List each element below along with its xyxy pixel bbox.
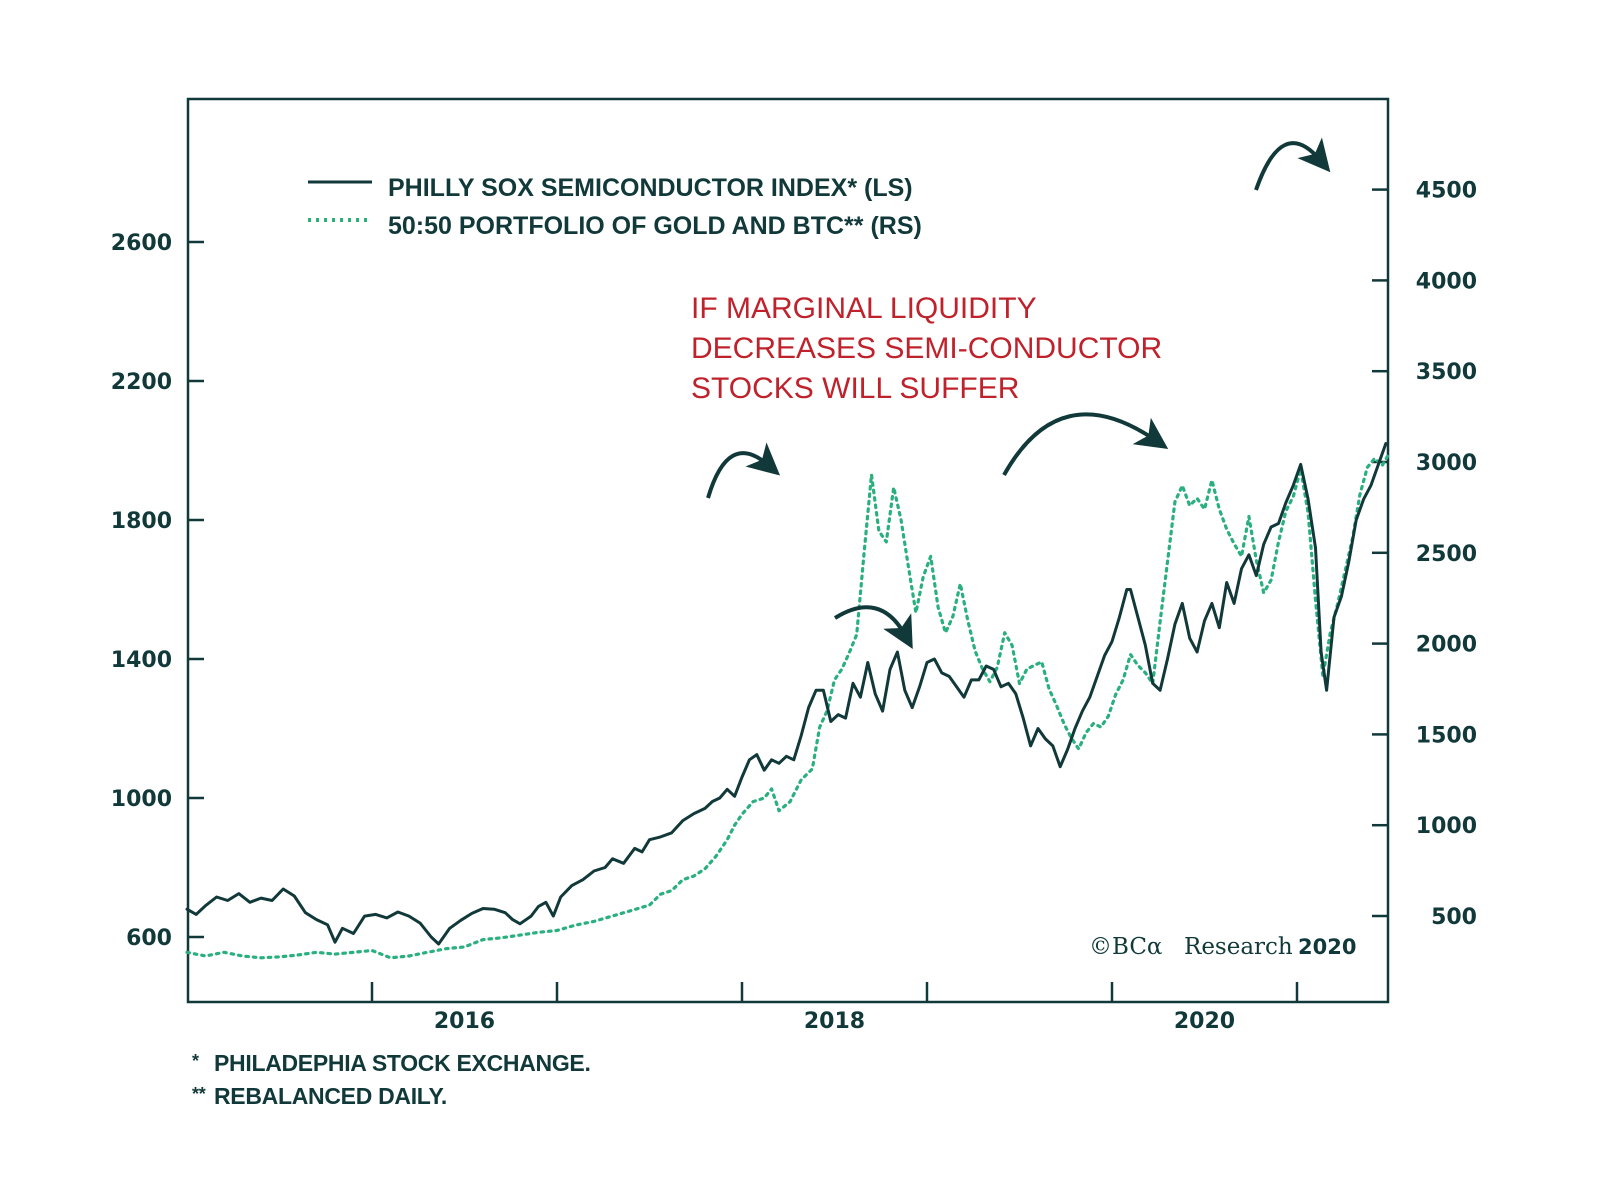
right-axis-tick-label: 3000 [1416,451,1477,476]
right-axis-tick-label: 1000 [1416,814,1477,839]
annotation-line-3: STOCKS WILL SUFFER [691,372,1019,405]
left-axis-tick-label: 1000 [111,787,172,812]
x-axis-tick-label: 2018 [804,1009,865,1034]
annotation-line-2: DECREASES SEMI-CONDUCTOR [691,332,1162,365]
arrow-icon-2021-peak [1254,137,1331,191]
footnote-mark: * [192,1051,199,1071]
x-axis-tick-label: 2020 [1174,1009,1235,1034]
left-axis: 600 1000 1400 1800 2200 2600 [111,231,204,951]
left-axis-tick-label: 1800 [111,509,172,534]
right-axis-tick-label: 500 [1431,905,1477,930]
footnote-text: PHILADEPHIA STOCK EXCHANGE. [214,1050,591,1076]
credit-year: 2020 [1298,935,1356,959]
arrow-icon-2019-2020 [1002,412,1169,476]
plot-frame [186,97,1390,1004]
credit-copyright: © [1089,934,1112,960]
right-axis-tick-label: 2000 [1416,633,1477,658]
right-axis-tick-label: 2500 [1416,542,1477,567]
footnote-mark: ** [192,1084,206,1104]
left-axis-tick-label: 1400 [111,648,172,673]
credit-word: Research [1184,934,1293,960]
credit-brand: BCα [1112,934,1162,960]
right-axis-tick-label: 1500 [1416,723,1477,748]
series-line-sox [185,442,1388,946]
annotation: IF MARGINAL LIQUIDITY DECREASES SEMI-CON… [691,292,1162,405]
legend-label-sox: PHILLY SOX SEMICONDUCTOR INDEX* (LS) [388,174,913,202]
annotation-line-1: IF MARGINAL LIQUIDITY [691,292,1037,325]
footnote-2: ** REBALANCED DAILY. [192,1083,447,1110]
right-axis-tick-label: 4500 [1416,179,1477,204]
left-axis-tick-label: 600 [126,926,172,951]
series-line-gold-btc [185,451,1392,960]
left-axis-tick-label: 2600 [111,231,172,256]
legend-label-gold-btc: 50:50 PORTFOLIO OF GOLD AND BTC** (RS) [388,212,922,240]
series-layer [185,442,1392,960]
right-axis-tick-label: 4000 [1416,269,1477,294]
source-credit: © BCα Research 2020 [1089,934,1356,960]
right-axis: 500 1000 1500 2000 2500 3000 3500 4000 4500 [1372,179,1477,930]
x-axis-tick-label: 2016 [434,1009,495,1034]
legend: PHILLY SOX SEMICONDUCTOR INDEX* (LS) 50:… [308,174,922,240]
footnote-text: REBALANCED DAILY. [214,1083,448,1109]
arrow-icon-2018-late [833,605,913,649]
right-axis-tick-label: 3500 [1416,360,1477,385]
left-axis-tick-label: 2200 [111,370,172,395]
x-axis: 2016 2018 2020 [370,982,1299,1034]
arrow-icon-2018-peak [706,442,781,499]
footnote-1: * PHILADEPHIA STOCK EXCHANGE. [192,1050,591,1077]
